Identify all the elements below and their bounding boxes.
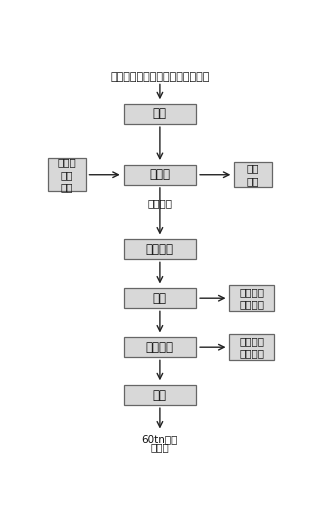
FancyBboxPatch shape xyxy=(124,337,196,357)
FancyBboxPatch shape xyxy=(48,158,85,191)
FancyBboxPatch shape xyxy=(124,239,196,260)
Text: 脱硫: 脱硫 xyxy=(153,388,167,402)
Text: 熔化炉: 熔化炉 xyxy=(149,168,170,181)
Text: 烟尘去锌
回收车间: 烟尘去锌 回收车间 xyxy=(239,287,264,309)
Text: 废铁矿
矾粉
煤粉: 废铁矿 矾粉 煤粉 xyxy=(57,157,76,192)
FancyBboxPatch shape xyxy=(124,288,196,308)
Text: 炉渣
冰铜: 炉渣 冰铜 xyxy=(247,163,259,186)
FancyBboxPatch shape xyxy=(229,286,274,311)
FancyBboxPatch shape xyxy=(124,164,196,185)
FancyBboxPatch shape xyxy=(124,385,196,405)
FancyBboxPatch shape xyxy=(124,104,196,124)
Text: 自产富氧熔炼炉渣（高锌、高锡）: 自产富氧熔炼炉渣（高锌、高锡） xyxy=(110,72,210,82)
FancyBboxPatch shape xyxy=(234,162,272,187)
Text: 破碎: 破碎 xyxy=(153,107,167,121)
FancyBboxPatch shape xyxy=(229,334,274,360)
Text: 沉降: 沉降 xyxy=(153,292,167,305)
Text: 布袋除尘: 布袋除尘 xyxy=(146,341,174,354)
Text: 60tn排气: 60tn排气 xyxy=(142,434,178,444)
Text: 向外排: 向外排 xyxy=(150,442,169,452)
Text: 含尘烟气: 含尘烟气 xyxy=(147,199,173,208)
Text: 余热锅炉: 余热锅炉 xyxy=(146,243,174,256)
Text: 烟尘去锌
回收车间: 烟尘去锌 回收车间 xyxy=(239,336,264,358)
